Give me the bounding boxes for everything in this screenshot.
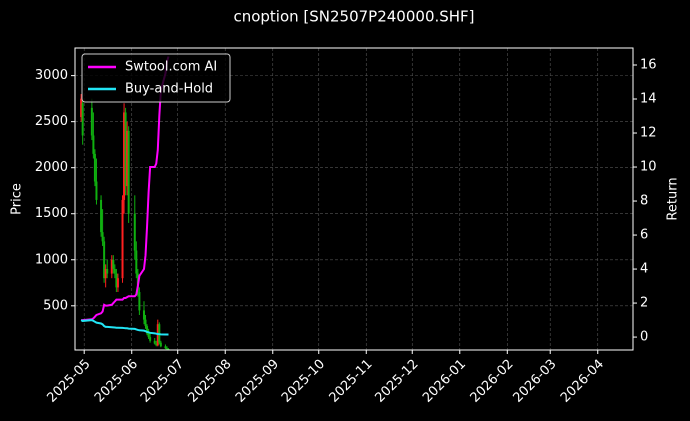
- y-axis-label: Price: [10, 183, 25, 215]
- x-tick-label: 2026-03: [511, 357, 560, 406]
- legend-label: Swtool.com AI: [125, 60, 217, 75]
- candle-body: [104, 268, 107, 279]
- candle-body: [106, 268, 109, 274]
- candle-body: [110, 259, 113, 274]
- candle-body: [126, 130, 129, 187]
- candle-body: [90, 107, 93, 136]
- y2-tick-label: 16: [640, 58, 657, 73]
- plot-frame: [74, 47, 634, 351]
- return-line: [81, 56, 170, 322]
- candle-body: [159, 342, 162, 347]
- candle-body: [80, 98, 83, 118]
- y-tick-label: 1500: [35, 206, 68, 221]
- candle-body: [146, 326, 149, 334]
- candle-body: [164, 346, 167, 349]
- candle-body: [142, 310, 145, 320]
- y2-tick-label: 6: [640, 228, 648, 243]
- y2-tick-label: 0: [640, 330, 648, 345]
- x-tick-label: 2025-12: [373, 357, 422, 406]
- candle-body: [127, 130, 130, 214]
- candle-body: [81, 103, 84, 136]
- y-tick-label: 500: [43, 298, 68, 313]
- x-tick-label: 2025-09: [233, 357, 282, 406]
- candle-body: [101, 232, 104, 242]
- y-tick-label: 2000: [35, 160, 68, 175]
- candle-body: [95, 181, 98, 200]
- x-tick-label: 2025-07: [138, 357, 187, 406]
- candle-body: [135, 250, 138, 274]
- candle-body: [112, 259, 115, 269]
- x-tick-label: 2026-02: [468, 357, 517, 406]
- x-tick-label: 2025-06: [92, 357, 141, 406]
- y2-tick-label: 10: [640, 160, 657, 175]
- candle-body: [92, 135, 95, 154]
- candle-body: [155, 343, 158, 346]
- y2-tick-label: 4: [640, 262, 648, 277]
- y-tick-label: 1000: [35, 252, 68, 267]
- x-tick-label: 2025-08: [186, 357, 235, 406]
- candle-body: [113, 268, 116, 274]
- y-tick-label: 2500: [35, 114, 68, 129]
- candle-body: [103, 241, 106, 279]
- candle-body: [124, 112, 127, 187]
- candle-body: [121, 199, 124, 279]
- x-tick-label: 2025-10: [279, 357, 328, 406]
- candle-body: [153, 340, 156, 344]
- y-tick-label: 3000: [35, 68, 68, 83]
- candle-body: [115, 273, 118, 288]
- candle-body: [100, 199, 103, 233]
- candle-body: [165, 348, 168, 350]
- y2-tick-label: 2: [640, 296, 648, 311]
- candle-body: [133, 213, 136, 251]
- y2-axis-label: Return: [666, 177, 681, 220]
- chart-title: cnoption [SN2507P240000.SHF]: [233, 8, 474, 26]
- legend-label: Buy-and-Hold: [125, 82, 213, 97]
- y2-tick-label: 14: [640, 92, 657, 107]
- candle-body: [116, 278, 119, 288]
- x-tick-label: 2026-01: [420, 357, 469, 406]
- candle-body: [149, 337, 152, 341]
- candle-body: [147, 333, 150, 338]
- y2-tick-label: 12: [640, 126, 657, 141]
- x-tick-label: 2025-11: [327, 357, 376, 406]
- candle-body: [93, 153, 96, 182]
- x-tick-label: 2025-05: [44, 357, 93, 406]
- legend-box: [81, 53, 231, 103]
- candle-body: [144, 319, 147, 327]
- y2-tick-label: 8: [640, 194, 648, 209]
- return-line: [80, 319, 169, 336]
- candle-body: [138, 291, 141, 311]
- candle-body: [123, 112, 126, 200]
- x-tick-label: 2026-04: [558, 357, 607, 406]
